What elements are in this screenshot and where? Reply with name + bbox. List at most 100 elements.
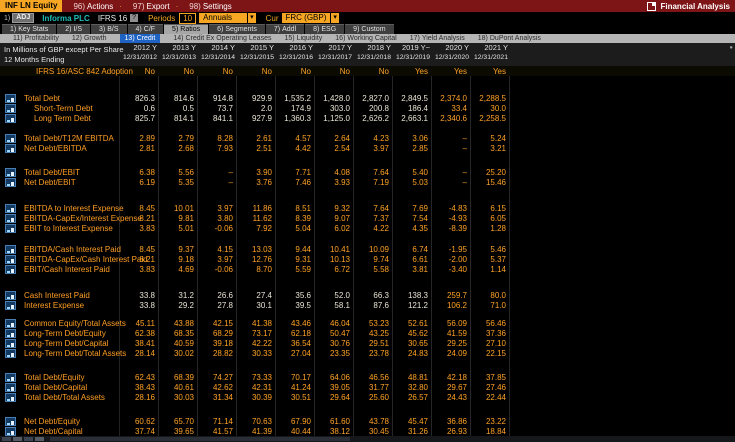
tab-custom[interactable]: 9) Custom (345, 24, 394, 34)
chart-icon[interactable] (5, 426, 16, 436)
row-label[interactable]: Long-Term Debt/Capital (24, 338, 109, 348)
row-label[interactable]: Total Debt/EBIT (24, 167, 81, 177)
cell-value: 62.43 (134, 372, 155, 382)
row-label[interactable]: Net Debt/EBIT (24, 177, 76, 187)
row-label[interactable]: EBIT to Interest Expense (24, 223, 113, 233)
row-label[interactable]: Long Term Debt (34, 113, 91, 123)
periods-count-input[interactable]: 10 (179, 12, 197, 24)
chart-icon[interactable] (5, 103, 16, 113)
row-label[interactable]: Common Equity/Total Assets (24, 318, 126, 328)
cell-value: 7.92 (256, 223, 272, 233)
menu-actions[interactable]: 96) Actions (73, 2, 113, 11)
cell-value: 11.86 (252, 203, 272, 213)
row-label[interactable]: EBITDA-CapEx/Interest Expense (24, 213, 142, 223)
chart-icon[interactable] (5, 392, 16, 402)
footer-panel-button[interactable] (13, 437, 22, 441)
chart-icon[interactable] (5, 133, 16, 143)
currency-dropdown[interactable]: FRC (GBP) (281, 13, 331, 23)
chart-icon[interactable] (5, 318, 16, 328)
currency-caret-icon[interactable]: ▾ (331, 13, 339, 23)
chart-icon[interactable] (5, 416, 16, 426)
chart-icon[interactable] (5, 338, 16, 348)
chart-icon[interactable] (5, 382, 16, 392)
chart-icon[interactable] (5, 348, 16, 358)
cell-value: 841.1 (212, 113, 233, 123)
tab-b-s[interactable]: 3) B/S (91, 24, 127, 34)
cell-value: 45.11 (135, 318, 155, 328)
row-label[interactable]: EBITDA-CapEx/Cash Interest Paid (24, 254, 148, 264)
cell-value: 1,125.0 (323, 113, 350, 123)
subtab-dupont-analysis[interactable]: 18) DuPont Analysis (478, 35, 541, 42)
chart-icon[interactable] (5, 372, 16, 382)
menu-export[interactable]: 97) Export (133, 2, 170, 11)
footer-panel-button[interactable] (35, 437, 44, 441)
menu-settings[interactable]: 98) Settings (189, 2, 231, 11)
row-label[interactable]: Net Debt/EBITDA (24, 143, 87, 153)
subtab-credit[interactable]: 13) Credit (119, 34, 161, 43)
security-ticker[interactable]: INF LN Equity (0, 0, 63, 12)
row-label[interactable]: Net Debt/Capital (24, 426, 83, 436)
menu-label: Actions (87, 1, 114, 11)
footer-panel-button[interactable] (2, 437, 11, 441)
chart-icon[interactable] (5, 300, 16, 310)
row-label[interactable]: EBITDA/Cash Interest Paid (24, 244, 121, 254)
tab-c-f[interactable]: 4) C/F (127, 24, 164, 34)
row-label[interactable]: Short-Term Debt (34, 103, 93, 113)
row-label[interactable]: Net Debt/Equity (24, 416, 81, 426)
row-label-wrap: EBIT/Cash Interest Paid (0, 264, 120, 274)
tab-label: C/F (143, 26, 156, 33)
row-label[interactable]: Long-Term Debt/Equity (24, 328, 106, 338)
row-label[interactable]: Cash Interest Paid (24, 290, 90, 300)
row-label[interactable]: IFRS 16/ASC 842 Adoption (36, 66, 133, 76)
subtab-growth[interactable]: 12) Growth (72, 35, 107, 42)
chart-icon[interactable] (5, 264, 16, 274)
periods-caret-icon[interactable]: ▾ (248, 13, 256, 23)
tab-addl[interactable]: 7) Addl (265, 24, 305, 34)
row-label[interactable]: Total Debt/Total Assets (24, 392, 105, 402)
cell-value: 28.14 (134, 348, 155, 358)
cell-value: 6.15 (490, 203, 506, 213)
chart-icon[interactable] (5, 254, 16, 264)
tab-ratios[interactable]: 5) Ratios (164, 24, 209, 34)
cell-value: 826.3 (134, 93, 155, 103)
tab-key-stats[interactable]: 1) Key Stats (2, 24, 57, 34)
chart-icon[interactable] (5, 177, 16, 187)
subtab-profitability[interactable]: 11) Profitability (13, 35, 59, 42)
column-header: 2017 Y 12/31/2017 (314, 43, 352, 63)
scroll-right-indicator[interactable]: ● (729, 45, 733, 51)
chart-icon[interactable] (5, 143, 16, 153)
row-label[interactable]: Total Debt/Capital (24, 382, 88, 392)
periods-type-dropdown[interactable]: Annuals (199, 13, 248, 23)
tab-segments[interactable]: 6) Segments (209, 24, 265, 34)
cell-value: 2.85 (412, 143, 428, 153)
footer-panel-button[interactable] (24, 437, 33, 441)
tab-i-s[interactable]: 2) I/S (57, 24, 90, 34)
row-label[interactable]: EBIT/Cash Interest Paid (24, 264, 110, 274)
chart-icon[interactable] (5, 244, 16, 254)
chart-icon[interactable] (5, 213, 16, 223)
tab-esg[interactable]: 8) ESG (305, 24, 345, 34)
row-label[interactable]: Long-Term Debt/Total Assets (24, 348, 127, 358)
chart-icon[interactable] (5, 290, 16, 300)
help-badge[interactable]: ? (130, 14, 139, 22)
cell-value: 24.83 (407, 348, 428, 358)
chart-icon[interactable] (5, 113, 16, 123)
row-label[interactable]: Total Debt/T12M EBITDA (24, 133, 114, 143)
chart-icon[interactable] (5, 167, 16, 177)
subtab-liquidity[interactable]: 15) Liquidity (284, 35, 322, 42)
row-label[interactable]: Total Debt (24, 93, 61, 103)
cell-value: 200.8 (368, 103, 389, 113)
row-label[interactable]: Interest Expense (24, 300, 85, 310)
chart-icon[interactable] (5, 203, 16, 213)
chart-icon[interactable] (5, 93, 16, 103)
subtab-working-capital[interactable]: 16) Working Capital (335, 35, 396, 42)
row-ebitda-cash-interest-paid: EBITDA/Cash Interest Paid 8.45 9.37 4.15 13.… (0, 244, 735, 254)
column-year: 2012 Y (133, 43, 157, 52)
chart-icon[interactable] (5, 223, 16, 233)
chart-icon[interactable] (5, 328, 16, 338)
subtab-yield-analysis[interactable]: 17) Yield Analysis (410, 35, 465, 42)
adj-toggle-button[interactable]: ADJ (12, 13, 35, 23)
row-label[interactable]: Total Debt/Equity (24, 372, 85, 382)
subtab-credit-ex-operating-leases[interactable]: 14) Credit Ex Operating Leases (173, 35, 271, 42)
row-label[interactable]: EBITDA to Interest Expense (24, 203, 124, 213)
